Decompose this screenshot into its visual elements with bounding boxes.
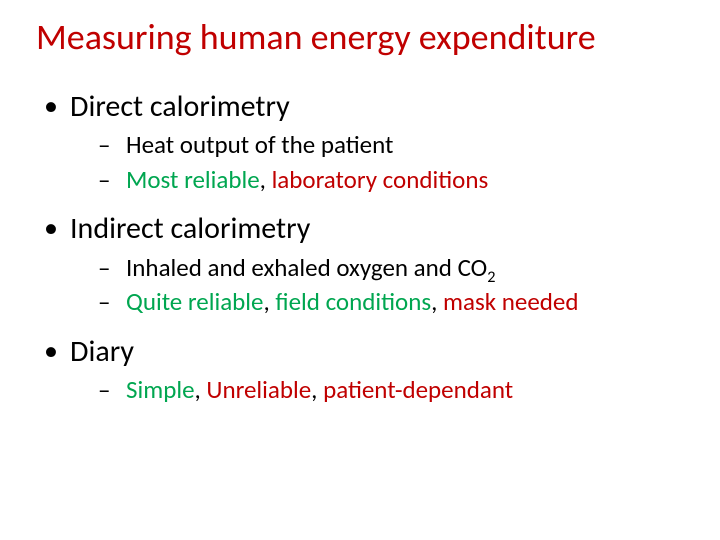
slide: Measuring human energy expenditure Direc…	[0, 0, 720, 540]
text-run: patient-dependant	[323, 374, 513, 405]
bullet-sublist: Simple, Unreliable, patient-dependant	[70, 374, 684, 407]
bullet-lvl1: Indirect calorimetry Inhaled and exhaled …	[44, 210, 684, 319]
bullet-sublist: Heat output of the patient Most reliable,…	[70, 129, 684, 196]
text-run: Most reliable	[126, 164, 260, 195]
text-run: laboratory conditions	[272, 164, 489, 195]
bullet-lvl1-label: Indirect calorimetry	[70, 210, 310, 247]
text-run: ,	[260, 164, 272, 195]
text-run: ,	[431, 286, 443, 317]
text-run: field conditions	[275, 286, 431, 317]
text-run: Quite reliable	[126, 286, 263, 317]
bullet-lvl2: Inhaled and exhaled oxygen and CO2	[98, 252, 684, 285]
text-run: mask needed	[443, 286, 578, 317]
text-run: Simple	[126, 374, 195, 405]
text-run: ,	[195, 374, 207, 405]
bullet-sublist: Inhaled and exhaled oxygen and CO2Quite …	[70, 252, 684, 319]
bullet-lvl2: Heat output of the patient	[98, 129, 684, 162]
text-run: 2	[487, 268, 495, 287]
bullet-list: Direct calorimetry Heat output of the pat…	[36, 88, 684, 407]
bullet-lvl1-label: Direct calorimetry	[70, 88, 290, 125]
text-run: ,	[263, 286, 275, 317]
text-run: Inhaled and exhaled oxygen and CO	[126, 252, 487, 283]
bullet-lvl1: Diary Simple, Unreliable, patient-dependa…	[44, 333, 684, 407]
bullet-lvl2: Most reliable, laboratory conditions	[98, 164, 684, 197]
slide-title: Measuring human energy expenditure	[36, 18, 684, 58]
text-run: Heat output of the patient	[126, 129, 393, 160]
bullet-lvl2: Simple, Unreliable, patient-dependant	[98, 374, 684, 407]
text-run: Unreliable	[206, 374, 311, 405]
bullet-lvl2: Quite reliable, field conditions, mask n…	[98, 286, 684, 319]
bullet-lvl1: Direct calorimetry Heat output of the pat…	[44, 88, 684, 197]
bullet-lvl1-label: Diary	[70, 333, 134, 370]
text-run: ,	[311, 374, 323, 405]
